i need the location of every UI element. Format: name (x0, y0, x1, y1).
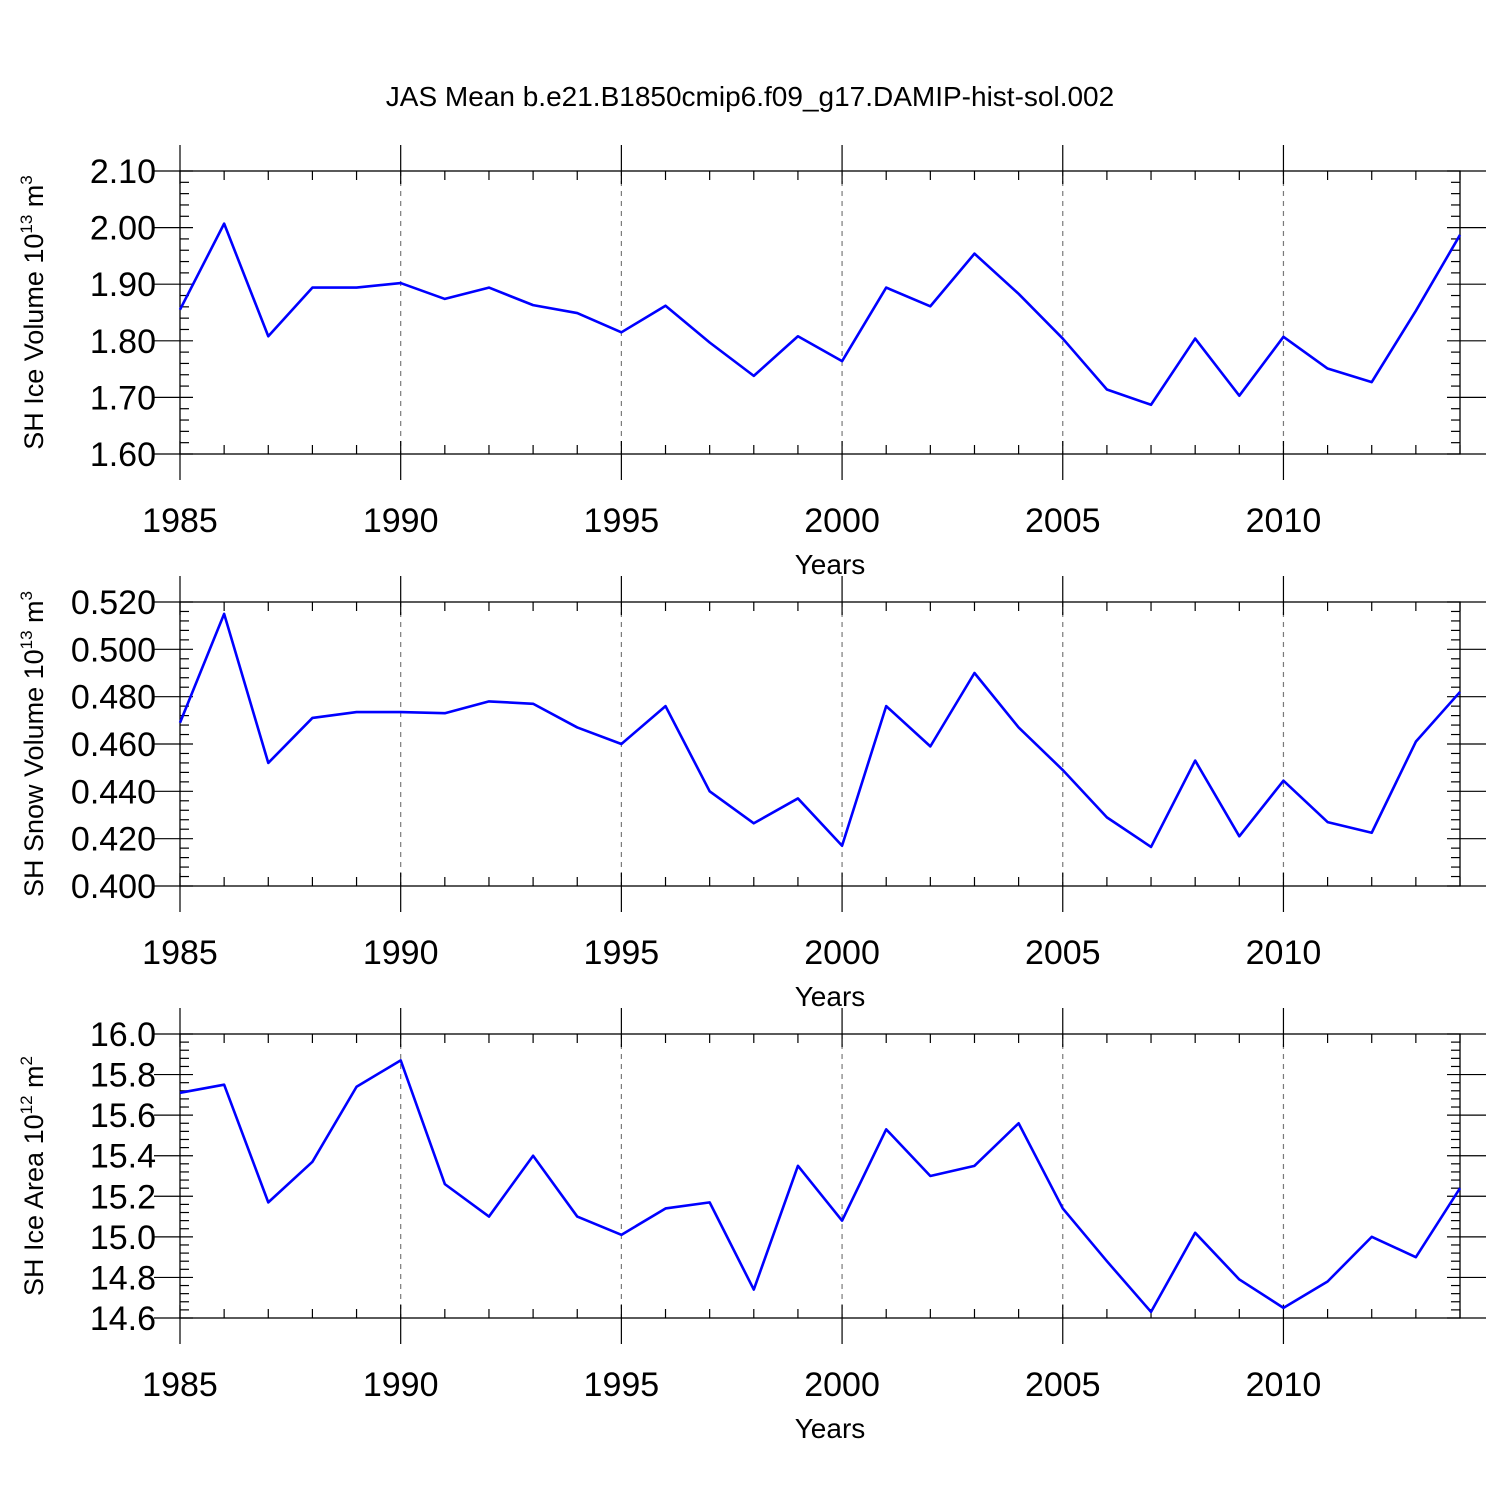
y-tick-label: 0.420 (71, 821, 156, 859)
y-axis-label: SH Snow Volume 1013 m3 (17, 591, 49, 897)
x-tick-label: 1995 (584, 502, 660, 540)
x-tick-label: 1990 (363, 502, 439, 540)
x-tick-label: 1985 (142, 934, 218, 972)
x-tick-label: 1990 (363, 1366, 439, 1404)
y-tick-label: 16.0 (90, 1016, 156, 1054)
x-tick-label: 2005 (1025, 502, 1101, 540)
y-tick-label: 15.6 (90, 1097, 156, 1135)
x-tick-label: 2000 (804, 934, 880, 972)
x-axis-label: Years (795, 981, 866, 1012)
x-tick-label: 2000 (804, 502, 880, 540)
series-line (178, 222, 1462, 407)
y-tick-label: 1.90 (90, 266, 156, 304)
y-tick-label: 1.70 (90, 379, 156, 417)
chart-panel-3: 1985 1990 1995 2000 2005 2010 14.614.815.015.2… (17, 1008, 1486, 1444)
series-line (179, 1059, 1462, 1314)
x-tick-label: 1995 (584, 1366, 660, 1404)
x-tick-label: 2005 (1025, 1366, 1101, 1404)
y-tick-label: 15.2 (90, 1178, 156, 1216)
y-tick-label: 15.4 (90, 1138, 156, 1176)
y-axis-label: SH Ice Volume 1013 m3 (17, 175, 49, 450)
x-tick-label: 2000 (804, 1366, 880, 1404)
x-tick-label: 2005 (1025, 934, 1101, 972)
x-tick-label: 2010 (1246, 1366, 1322, 1404)
plot-frame (179, 601, 1461, 887)
series-line (178, 612, 1461, 849)
y-tick-label: 1.80 (90, 323, 156, 361)
y-tick-label: 0.460 (71, 726, 156, 764)
chart-panel-1: 1985 1990 1995 2000 2005 2010 1.60 1.70 1.80 1.90… (17, 145, 1486, 580)
y-tick-label: 2.10 (90, 153, 156, 191)
y-axis-label: SH Ice Area 1012 m2 (17, 1056, 49, 1296)
chart-panel-2: 1985 1990 1995 2000 2005 2010 0.400 0.420 0.440 0… (17, 576, 1486, 1012)
y-tick-label: 2.00 (90, 210, 156, 248)
x-tick-label: 2010 (1246, 502, 1322, 540)
y-tick-label: 0.480 (71, 679, 156, 717)
y-tick-label: 15.8 (90, 1057, 156, 1095)
y-tick-label: 14.6 (90, 1300, 156, 1338)
x-axis-label: Years (795, 549, 866, 580)
x-tick-label: 1990 (363, 934, 439, 972)
x-tick-label: 1995 (584, 934, 660, 972)
y-tick-label: 15.0 (90, 1219, 156, 1257)
plot-frame (179, 1033, 1461, 1319)
panels: 1985 1990 1995 2000 2005 2010 1.60 1.70 1.80 1.90… (17, 145, 1486, 1444)
x-tick-label: 1985 (142, 502, 218, 540)
y-tick-label: 0.440 (71, 773, 156, 811)
plot-frame (179, 170, 1461, 455)
y-tick-label: 0.520 (71, 584, 156, 622)
x-tick-label: 1985 (142, 1366, 218, 1404)
y-tick-label: 0.500 (71, 631, 156, 669)
y-tick-label: 1.60 (90, 436, 156, 474)
figure-title: JAS Mean b.e21.B1850cmip6.f09_g17.DAMIP-… (386, 81, 1114, 112)
x-tick-label: 2010 (1246, 934, 1322, 972)
y-tick-label: 0.400 (71, 868, 156, 906)
y-tick-label: 14.8 (90, 1259, 156, 1297)
x-axis-label: Years (795, 1413, 866, 1444)
